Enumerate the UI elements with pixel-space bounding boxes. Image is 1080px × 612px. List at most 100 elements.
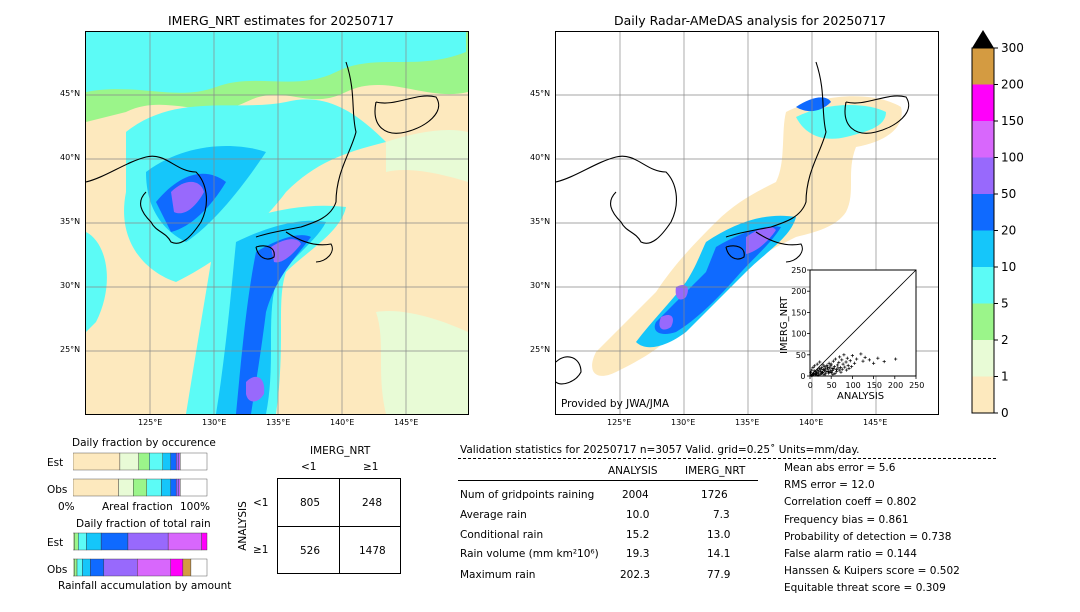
colorbar-label: 1 xyxy=(1001,370,1009,384)
scatter-point xyxy=(855,357,859,361)
colorbar-segment xyxy=(972,84,994,121)
scatter-ytick-label: 50 xyxy=(796,351,806,360)
imerg-ytick-35: 35°N xyxy=(60,217,81,226)
scatter-point xyxy=(841,362,845,366)
colorbar-label: 200 xyxy=(1001,78,1024,92)
scatter-point xyxy=(842,353,846,357)
fraction-bar-segment xyxy=(127,532,169,551)
scatter-point xyxy=(827,361,831,365)
colorbar-segment xyxy=(972,303,994,340)
radar-xtick-135: 135°E xyxy=(735,418,760,427)
contingency-table: 805 248 526 1478 xyxy=(277,478,401,574)
validation-header: Validation statistics for 20250717 n=305… xyxy=(460,444,860,456)
fraction-bar-segment xyxy=(73,452,121,471)
fraction-bar-segment xyxy=(78,532,87,551)
validation-row-imerg: 1726 xyxy=(701,489,728,501)
scatter-point xyxy=(867,358,871,362)
colorbar-segment xyxy=(972,267,994,304)
colorbar-label: 10 xyxy=(1001,260,1016,274)
validation-row-imerg: 14.1 xyxy=(707,548,731,560)
scatter-point xyxy=(840,358,844,362)
scatter-point xyxy=(829,364,833,368)
scatter-point xyxy=(838,355,842,359)
occurrence-obs-label: Obs xyxy=(47,484,68,496)
fraction-bar-segment xyxy=(133,478,147,497)
fraction-bar-segment xyxy=(161,478,172,497)
scatter-point xyxy=(813,364,817,368)
scatter-point xyxy=(826,367,830,371)
scatter-point xyxy=(825,363,829,367)
scatter-point xyxy=(830,366,834,370)
scatter-xtick-label: 0 xyxy=(808,381,813,390)
validation-row-analysis: 15.2 xyxy=(626,529,650,541)
score-line: Probability of detection = 0.738 xyxy=(784,531,952,543)
scatter-point xyxy=(852,361,857,365)
scatter-point xyxy=(824,370,828,374)
score-line: Hanssen & Kuipers score = 0.502 xyxy=(784,565,960,577)
colorbar-label: 100 xyxy=(1001,151,1024,165)
scatter-point xyxy=(828,370,832,374)
scatter-point xyxy=(821,363,825,367)
occurrence-title: Daily fraction by occurence xyxy=(72,437,216,449)
scatter-point xyxy=(848,359,852,363)
scatter-point xyxy=(830,371,834,375)
contingency-row-header: ANALYSIS xyxy=(236,501,249,551)
imerg-gridlines xyxy=(86,32,468,414)
scatter-point xyxy=(827,366,832,370)
scatter-xtick-label: 50 xyxy=(827,381,837,390)
validation-row-label: Average rain xyxy=(460,509,527,521)
imerg-map-canvas xyxy=(86,32,468,414)
rainfrac-axis-label: Rainfall accumulation by amount xyxy=(58,580,232,592)
scatter-xtick-label: 100 xyxy=(846,381,861,390)
imerg-ytick-25: 25°N xyxy=(60,345,81,354)
colorbar-segment xyxy=(972,121,994,158)
rainfrac-title: Daily fraction of total rain xyxy=(76,518,211,530)
score-line: Mean abs error = 5.6 xyxy=(784,462,896,474)
validation-row-analysis: 19.3 xyxy=(626,548,650,560)
score-line: Equitable threat score = 0.309 xyxy=(784,582,946,594)
imerg-xtick-145: 145°E xyxy=(394,418,419,427)
validation-row-analysis: 202.3 xyxy=(620,569,651,581)
occurrence-axis-right: 100% xyxy=(180,501,211,513)
radar-xtick-140: 140°E xyxy=(799,418,824,427)
radar-rain-field xyxy=(592,96,902,376)
scatter-ytick-label: 100 xyxy=(791,330,806,339)
validation-row-label: Maximum rain xyxy=(460,569,536,581)
fraction-bar-segment xyxy=(137,558,172,577)
fraction-bar-segment xyxy=(178,452,181,471)
radar-ytick-25: 25°N xyxy=(530,345,551,354)
scatter-yticks: 0 50 100 150 200 250 xyxy=(791,266,810,381)
imerg-map xyxy=(85,31,469,415)
fraction-bar-segment xyxy=(149,452,163,471)
fraction-bar-segment xyxy=(162,452,172,471)
scatter-point xyxy=(832,365,837,369)
contingency-col-ge: ≥1 xyxy=(363,461,379,473)
radar-ytick-30: 30°N xyxy=(530,281,551,290)
validation-col-analysis: ANALYSIS xyxy=(608,465,658,477)
fraction-bar-segment xyxy=(103,558,138,577)
colorbar-segments xyxy=(972,48,994,413)
validation-col-imerg: IMERG_NRT xyxy=(685,465,746,477)
scatter-point xyxy=(894,357,898,361)
fraction-bar-segment xyxy=(82,558,91,577)
contingency-cell-11: 805 xyxy=(300,497,321,509)
occurrence-bar-group xyxy=(73,452,208,497)
colorbar-label: 2 xyxy=(1001,333,1009,347)
scatter-point xyxy=(820,365,824,370)
scatter-point xyxy=(816,373,820,377)
scatter-point xyxy=(815,362,819,366)
radar-xtick-130: 130°E xyxy=(671,418,696,427)
scatter-point xyxy=(882,359,886,364)
scatter-point xyxy=(838,365,843,370)
contingency-hline xyxy=(278,526,400,527)
fraction-bar-segment xyxy=(118,478,134,497)
contingency-row-ge: ≥1 xyxy=(253,544,269,556)
scatter-point xyxy=(824,367,828,371)
scatter-point xyxy=(830,368,835,373)
scatter-xtick-label: 250 xyxy=(909,381,924,390)
scatter-point xyxy=(833,357,838,361)
scatter-point xyxy=(823,365,827,369)
radar-ytick-35: 35°N xyxy=(530,217,551,226)
scatter-point xyxy=(818,360,822,364)
fraction-bar-remainder xyxy=(179,478,208,497)
